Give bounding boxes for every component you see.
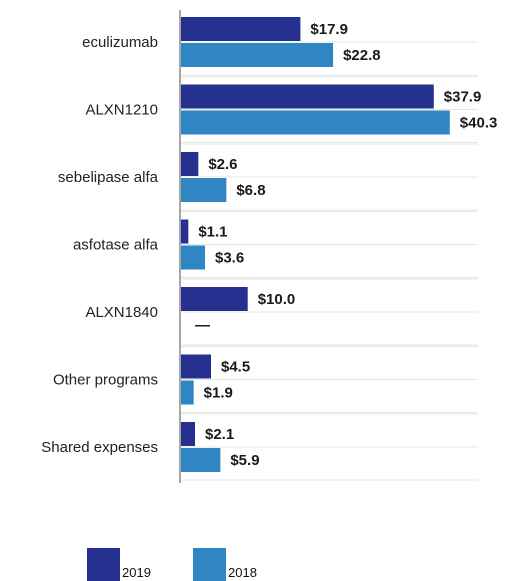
legend-swatch-2019	[87, 548, 120, 581]
bar-2018	[181, 178, 227, 202]
category-label: Shared expenses	[41, 439, 158, 456]
bar-2018	[181, 380, 194, 405]
value-labels: $17.9 $22.8 $37.9 $40.3 $2.6 $6.8 $1.1 $3.6 $10.…	[195, 21, 497, 469]
bar-2019	[181, 354, 212, 379]
legend-label-2019: 2019	[122, 565, 151, 580]
legend: 2019 2018	[0, 548, 509, 581]
bar-2018	[181, 245, 206, 270]
category-label: ALXN1210	[85, 102, 158, 119]
bar-2019	[181, 287, 248, 311]
category-label: ALXN1840	[85, 304, 158, 321]
value-label: $5.9	[230, 452, 259, 469]
gridlines	[181, 41, 478, 481]
bar-chart: eculizumab ALXN1210 sebelipase alfa asfotas…	[41, 10, 497, 483]
value-label: $1.1	[198, 224, 227, 241]
bar-2019	[181, 219, 189, 244]
value-label: $6.8	[236, 182, 265, 199]
value-label: $17.9	[310, 21, 348, 38]
bars	[181, 17, 450, 472]
bar-2018	[181, 43, 334, 67]
bar-2018	[181, 448, 221, 472]
legend-label-2018: 2018	[228, 565, 257, 580]
value-label: $22.8	[343, 47, 381, 64]
category-label: Other programs	[53, 372, 158, 389]
bar-2019	[181, 422, 196, 446]
bar-2019	[181, 84, 434, 109]
value-label: —	[195, 317, 210, 334]
value-label: $2.6	[208, 156, 237, 173]
value-label: $37.9	[444, 89, 482, 106]
value-label: $40.3	[460, 115, 498, 132]
bar-2019	[181, 17, 301, 41]
category-label: sebelipase alfa	[58, 169, 159, 186]
category-labels: eculizumab ALXN1210 sebelipase alfa asfotas…	[41, 34, 158, 456]
category-label: asfotase alfa	[73, 237, 159, 254]
value-label: $10.0	[258, 291, 296, 308]
value-label: $4.5	[221, 359, 250, 376]
bar-2019	[181, 152, 199, 176]
category-label: eculizumab	[82, 34, 158, 51]
value-label: $3.6	[215, 250, 244, 267]
legend-swatch-2018	[193, 548, 226, 581]
value-label: $2.1	[205, 426, 234, 443]
value-label: $1.9	[204, 385, 233, 402]
bar-2018	[181, 110, 450, 135]
